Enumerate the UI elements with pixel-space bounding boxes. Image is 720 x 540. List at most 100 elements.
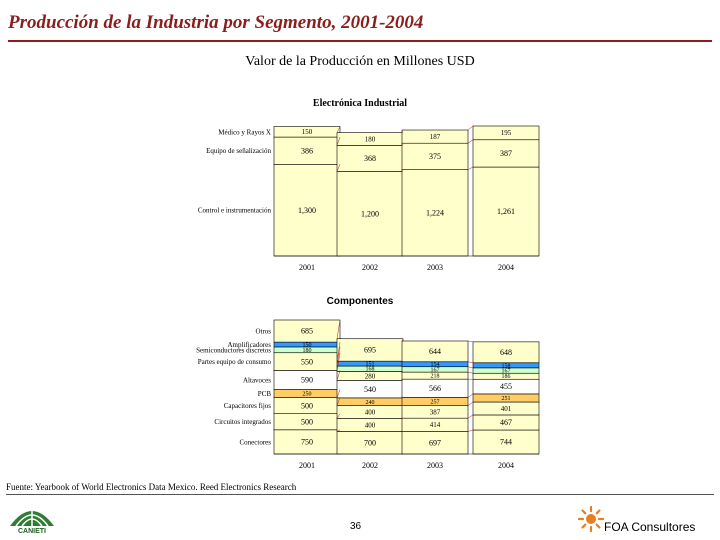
components-label-capacitores-fijos-2002: 400 [365, 408, 376, 416]
components-legend-conectores: Conectores [240, 438, 272, 446]
industrial-bar-control-e-instrumentacion-2002 [336, 171, 404, 257]
canieti-logo [10, 508, 54, 527]
source-note: Fuente: Yearbook of World Electronics Da… [6, 482, 297, 492]
industrial-label-medico-y-rayos-x-2002: 180 [365, 135, 376, 143]
components-label-altavoces-2004: 455 [500, 382, 512, 391]
industrial-bar-equipo-de-senalizacion-2004 [472, 139, 540, 168]
industrial-bar-medico-y-rayos-x-2004 [472, 125, 540, 141]
industrial-tick-2001: 2001 [299, 263, 315, 272]
components-label-partes-equipo-de-consumo-2004: 186 [502, 374, 511, 380]
components-connector-pcb-2003 [467, 393, 474, 398]
industrial-connector-control-e-instrumentacion-2002 [401, 169, 404, 172]
components-label-capacitores-fijos-2004: 401 [501, 405, 512, 413]
industrial-tick-2004: 2004 [498, 263, 514, 272]
components-bar-otros-2004 [472, 341, 540, 364]
industrial-label-equipo-de-senalizacion-2001: 386 [301, 146, 313, 155]
components-label-otros-2002: 695 [364, 346, 376, 355]
industrial-label-medico-y-rayos-x-2004: 195 [501, 129, 512, 137]
components-label-circuitos-integrados-2003: 414 [430, 421, 441, 429]
components-connector-partes-equipo-de-consumo-2001 [336, 352, 341, 372]
components-bar-otros-2003 [401, 340, 469, 363]
components-connector-altavoces-2002 [401, 378, 404, 381]
page-number: 36 [350, 521, 362, 532]
components-label-semiconductores-discretos-2003: 167 [431, 367, 440, 373]
components-connector-otros-2003 [467, 340, 474, 343]
industrial-label-medico-y-rayos-x-2001: 150 [302, 128, 313, 136]
components-legend-partes-equipo-de-consumo: Partes equipo de consumo [198, 358, 272, 366]
components-label-altavoces-2003: 566 [429, 384, 441, 393]
components-label-capacitores-fijos-2003: 387 [430, 408, 441, 416]
industrial-legend-control-e-instrumentacion: Control e instrumentación [198, 207, 272, 215]
industrial-label-control-e-instrumentacion-2001: 1,300 [298, 206, 316, 215]
components-label-conectores-2004: 744 [500, 438, 512, 447]
components-label-altavoces-2001: 590 [301, 376, 313, 385]
title-rule [8, 40, 712, 42]
foa-logo-text: FOA Consultores [604, 520, 696, 534]
industrial-bar-medico-y-rayos-x-2003 [401, 129, 469, 144]
components-legend-altavoces: Altavoces [243, 376, 271, 384]
components-connector-altavoces-2001 [336, 370, 341, 381]
canieti-logo-text: CANIETI [18, 528, 46, 535]
components-connector-amplificadores-2002 [401, 360, 404, 362]
components-label-circuitos-integrados-2002: 400 [365, 421, 376, 429]
components-connector-semiconductores-discretos-2001 [336, 346, 341, 367]
components-connector-pcb-2001 [336, 389, 341, 398]
components-tick-2001: 2001 [299, 461, 315, 470]
components-tick-2002: 2002 [362, 461, 378, 470]
components-label-amplificadores-2002: 151 [366, 362, 375, 368]
industrial-label-equipo-de-senalizacion-2004: 387 [500, 149, 512, 158]
components-label-circuitos-integrados-2004: 467 [500, 418, 512, 427]
slide-subtitle: Valor de la Producción en Millones USD [245, 54, 475, 69]
components-label-partes-equipo-de-consumo-2002: 280 [365, 372, 376, 380]
industrial-bar-control-e-instrumentacion-2004 [472, 166, 540, 257]
components-label-semiconductores-discretos-2002: 168 [366, 367, 375, 373]
components-legend-semiconductores-discretos: Semiconductores discretos [196, 346, 271, 354]
components-tick-2004: 2004 [498, 461, 514, 470]
components-label-conectores-2003: 697 [429, 438, 441, 447]
components-connector-circuitos-integrados-2001 [336, 413, 341, 419]
components-label-pcb-2003: 257 [431, 400, 440, 406]
industrial-label-equipo-de-senalizacion-2002: 368 [364, 154, 376, 163]
components-label-amplificadores-2004: 158 [502, 363, 511, 369]
components-label-partes-equipo-de-consumo-2003: 218 [431, 374, 440, 380]
components-connector-semiconductores-discretos-2002 [401, 365, 404, 367]
industrial-legend-equipo-de-senalizacion: Equipo de señalización [206, 147, 271, 155]
industrial-connector-equipo-de-senalizacion-2002 [401, 143, 404, 146]
components-label-pcb-2004: 251 [502, 396, 511, 402]
components-tick-2003: 2003 [427, 461, 443, 470]
industrial-bar-equipo-de-senalizacion-2003 [401, 142, 469, 170]
components-connector-capacitores-fijos-2001 [336, 397, 341, 406]
industrial-label-control-e-instrumentacion-2003: 1,224 [426, 208, 444, 217]
industrial-connector-equipo-de-senalizacion-2001 [336, 136, 341, 146]
components-label-conectores-2001: 750 [301, 438, 313, 447]
industrial-connector-equipo-de-senalizacion-2003 [467, 139, 474, 144]
components-legend-otros: Otros [255, 328, 271, 336]
industrial-legend-medico-y-rayos-x: Médico y Rayos X [218, 128, 271, 136]
components-connector-amplificadores-2003 [467, 361, 474, 364]
components-label-pcb-2001: 250 [303, 392, 312, 398]
components-label-semiconductores-discretos-2004: 167 [502, 369, 511, 375]
components-label-otros-2001: 685 [301, 327, 313, 336]
components-label-altavoces-2002: 540 [364, 385, 376, 394]
components-connector-otros-2002 [401, 338, 404, 342]
components-label-capacitores-fijos-2001: 500 [301, 401, 313, 410]
charts-canvas: 1,300 386 150 2001 1,200 368 180 2002 1,224 375 18… [196, 125, 540, 470]
industrial-tick-2003: 2003 [427, 263, 443, 272]
components-bar-otros-2001 [273, 319, 341, 343]
components-connector-semiconductores-discretos-2003 [467, 366, 474, 369]
chart-title-components: Componentes [326, 296, 394, 307]
industrial-connector-medico-y-rayos-x-2001 [336, 126, 341, 133]
components-connector-conectores-2001 [336, 429, 341, 432]
components-connector-partes-equipo-de-consumo-2002 [401, 371, 404, 373]
components-legend-amplificadores: Amplificadores [227, 341, 271, 349]
chart-title-industrial: Electrónica Industrial [312, 98, 408, 109]
components-label-circuitos-integrados-2001: 500 [301, 417, 313, 426]
components-label-pcb-2002: 240 [366, 400, 375, 406]
industrial-label-control-e-instrumentacion-2002: 1,200 [361, 209, 379, 218]
components-label-otros-2003: 644 [429, 347, 441, 356]
industrial-connector-control-e-instrumentacion-2003 [467, 166, 474, 170]
industrial-bar-control-e-instrumentacion-2001 [273, 164, 341, 257]
components-connector-partes-equipo-de-consumo-2003 [467, 371, 474, 374]
industrial-bar-medico-y-rayos-x-2001 [273, 126, 341, 138]
industrial-label-equipo-de-senalizacion-2003: 375 [429, 152, 441, 161]
